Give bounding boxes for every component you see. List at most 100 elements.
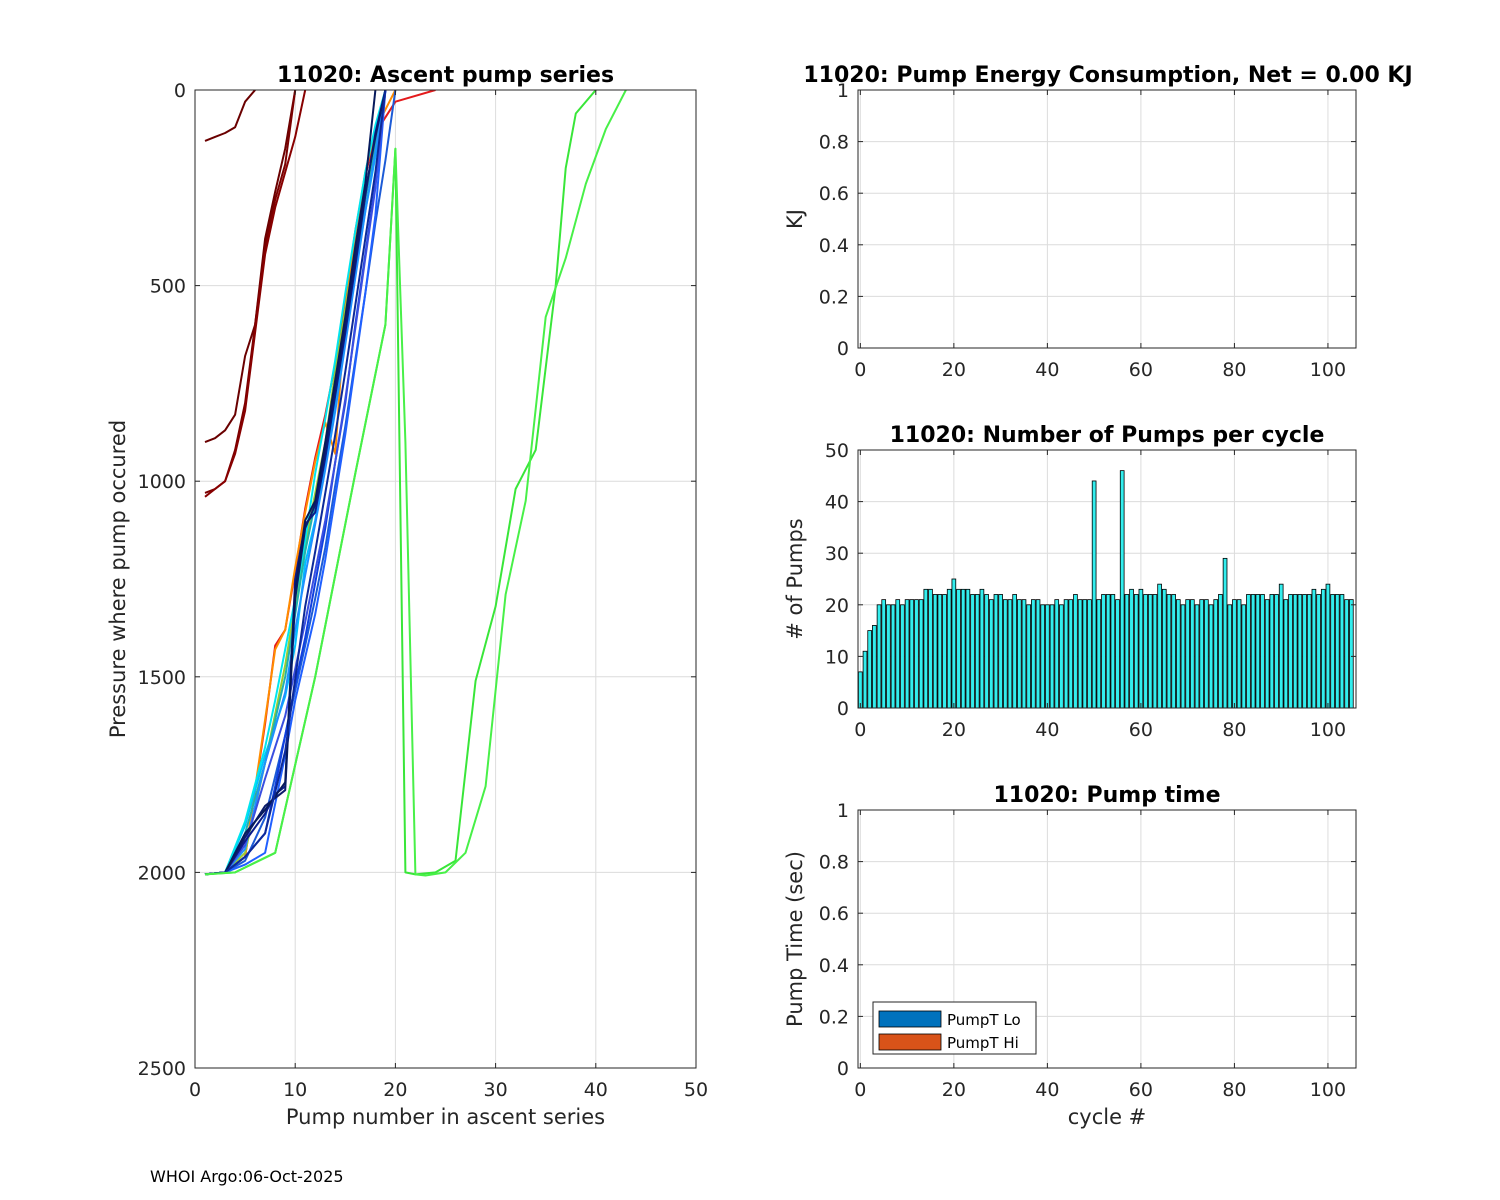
x-tick-label: 100 [1310,719,1346,741]
x-tick-label: 100 [1310,359,1346,381]
bar-cycle-9 [900,604,905,708]
bar-cycle-40 [1045,604,1050,708]
bar-cycle-95 [1302,594,1307,708]
y-axis-label: Pressure where pump occured [106,420,130,738]
bar-cycle-70 [1185,599,1190,708]
y-tick-label: 30 [825,543,849,565]
bar-cycle-101 [1330,594,1335,708]
y-tick-label: 2500 [138,1058,186,1080]
y-tick-label: 20 [825,595,849,617]
bar-cycle-90 [1278,583,1284,708]
bar-cycle-83 [1246,594,1251,708]
y-tick-label: 1 [837,80,849,102]
y-tick-label: 0 [837,338,849,360]
pump-time-chart: 0 20 40 60 80 100 0 0.2 0.4 0.6 0.8 1 11020: Pump ti… [783,783,1357,1129]
bar-cycle-84 [1250,594,1256,708]
axes-frame [857,449,1357,709]
x-tick-label: 60 [1129,719,1153,741]
y-tick-label: 0 [837,698,849,720]
bar-cycle-69 [1180,604,1186,708]
bar-cycle-77 [1218,594,1223,708]
series-line-navy-3 [204,90,377,876]
bar-cycle-103 [1339,594,1345,708]
y-axis-label: Pump Time (sec) [783,851,807,1027]
bar-cycle-67 [1171,594,1176,708]
bar-cycle-31 [1002,599,1008,708]
bar-cycle-50 [1091,480,1097,708]
bar-cycle-43 [1059,604,1064,708]
bar-cycle-5 [881,599,887,708]
bar-cycle-98 [1316,594,1321,708]
bar-cycle-36 [1026,604,1031,708]
bar-cycle-75 [1208,604,1214,708]
bar-cycle-76 [1213,599,1219,708]
bar-cycle-3 [872,625,877,708]
bar-cycle-71 [1190,599,1195,708]
bar-cycle-48 [1082,599,1088,708]
bar-cycle-42 [1054,599,1060,708]
legend-swatch-1 [878,1033,942,1051]
bar-cycle-66 [1166,594,1172,708]
bar-cycle-44 [1063,599,1069,708]
bar-cycle-93 [1292,594,1298,708]
y-tick-label: 0.4 [819,235,849,257]
y-tick-label: 0 [837,1058,849,1080]
legend-swatch-0 [878,1010,942,1028]
bar-cycle-32 [1007,599,1013,708]
x-tick-label: 0 [854,719,866,741]
bar-cycle-63 [1152,594,1158,708]
y-tick-label: 0.6 [819,903,849,925]
bar-cycle-96 [1306,594,1312,708]
bar-cycle-7 [890,604,896,708]
bar-cycle-29 [993,594,999,708]
y-tick-label: 1 [837,800,849,822]
legend: PumpT Lo PumpT Hi [872,1001,1037,1055]
bar-cycle-60 [1138,588,1144,708]
bar-cycle-74 [1204,599,1209,708]
bar-cycle-8 [895,599,901,708]
footer-text: WHOI Argo:06-Oct-2025 [150,1167,344,1186]
legend-label-0: PumpT Lo [947,1011,1021,1029]
x-tick-label: 60 [1129,359,1153,381]
bar-cycle-49 [1087,599,1092,708]
bar-cycle-39 [1040,604,1046,708]
chart-title: 11020: Ascent pump series [277,63,614,88]
y-tick-label: 0.2 [819,1006,849,1028]
x-tick-label: 20 [942,719,966,741]
y-tick-label: 50 [825,440,849,462]
y-tick-label: 10 [825,646,849,668]
chart-title: 11020: Pump time [993,783,1220,808]
x-tick-label: 20 [383,1079,407,1101]
series-line-early-2 [204,90,297,444]
pumps-per-cycle-chart: 0 20 40 60 80 100 0 10 20 30 40 50 11020: Number of … [783,423,1357,741]
series-line-blue-4 [204,90,387,876]
bar-cycle-46 [1073,594,1078,708]
bar-cycle-0 [858,671,863,708]
bar-cycle-16 [932,594,938,708]
x-tick-label: 80 [1222,1079,1246,1101]
bar-cycle-37 [1031,599,1036,708]
bar-cycle-62 [1147,594,1153,708]
bar-cycle-38 [1035,599,1041,708]
y-tick-label: 0.4 [819,955,849,977]
bar-cycle-12 [914,599,919,708]
bar-cycle-52 [1101,594,1106,708]
bar-cycle-100 [1325,583,1331,708]
x-tick-label: 0 [854,1079,866,1101]
bar-cycle-47 [1077,599,1083,708]
bar-cycle-65 [1161,588,1167,708]
chart-title: 11020: Number of Pumps per cycle [890,423,1325,448]
bar-cycle-97 [1311,588,1317,708]
bar-cycle-99 [1320,588,1326,708]
x-tick-label: 40 [1035,1079,1059,1101]
bar-cycle-27 [984,594,989,708]
bar-cycle-14 [923,588,929,708]
bar-cycle-51 [1096,599,1102,708]
x-tick-label: 20 [942,359,966,381]
chart-title: 11020: Pump Energy Consumption, Net = 0.… [803,63,1412,88]
bar-cycle-80 [1232,599,1237,708]
bar-cycle-68 [1175,599,1181,708]
x-tick-label: 10 [283,1079,307,1101]
bar-cycle-34 [1017,599,1022,708]
